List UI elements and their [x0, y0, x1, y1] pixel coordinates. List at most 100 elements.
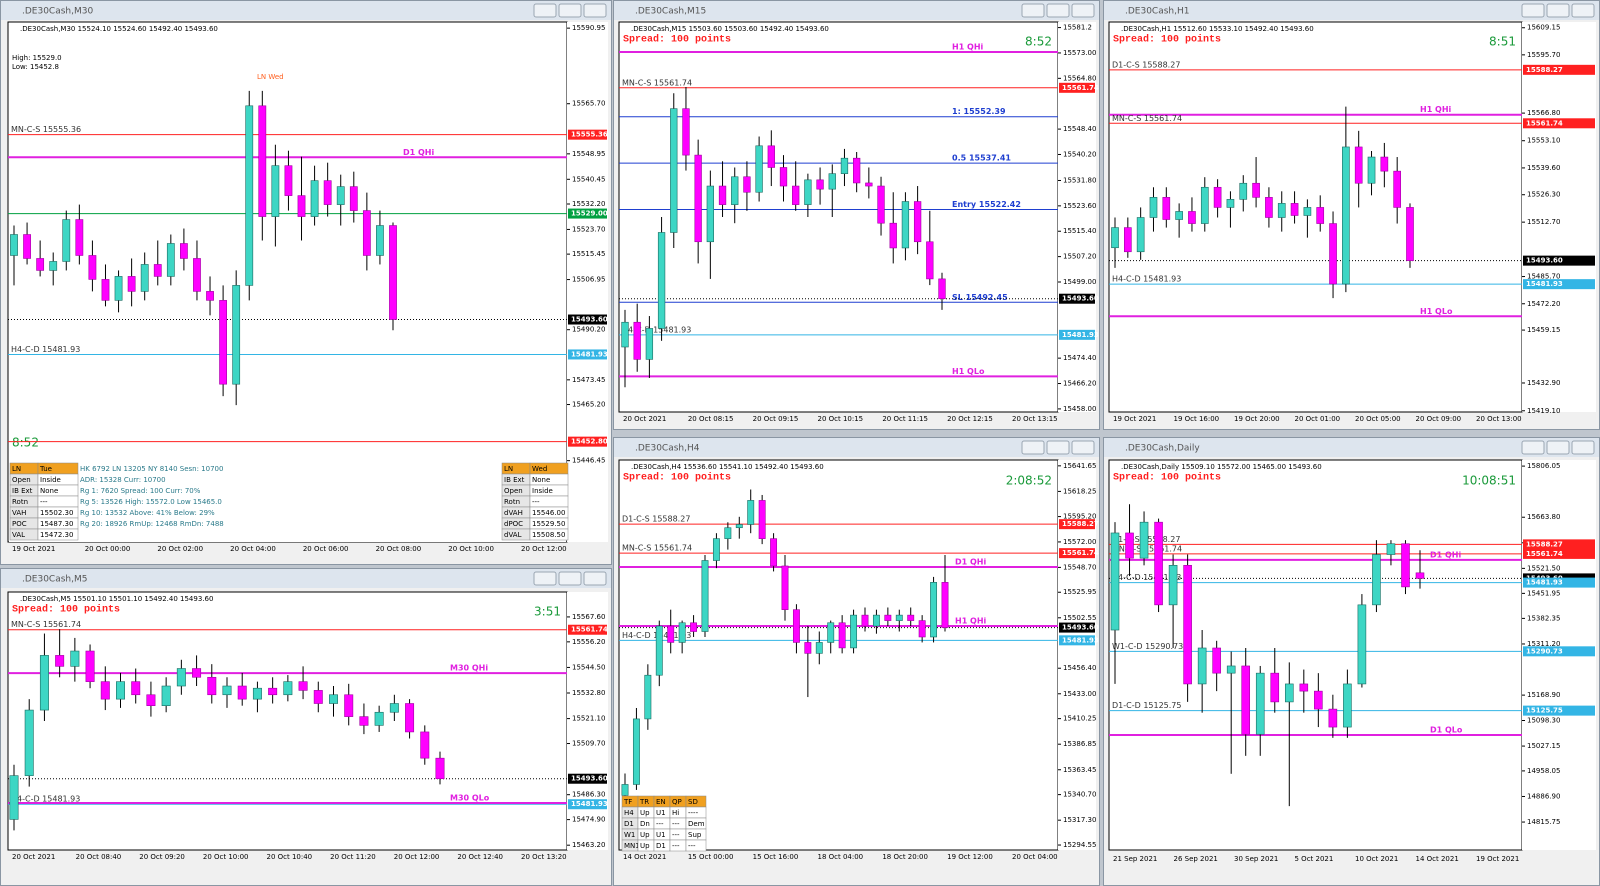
time-label: 20 Oct 06:00 — [303, 545, 349, 553]
price-tick-label: 15466.20 — [1063, 380, 1096, 388]
price-tick-label: 15473.45 — [572, 376, 605, 384]
candle-body — [678, 622, 686, 643]
session-table-text: 15472.30 — [40, 531, 73, 539]
time-label: 20 Oct 08:40 — [76, 853, 122, 861]
window-minimize-button[interactable] — [1021, 3, 1045, 18]
candle-body — [1168, 565, 1178, 606]
window-minimize-button[interactable] — [1521, 440, 1545, 455]
level-label: MN-C-S 15561.74 — [11, 620, 81, 629]
price-tick-label: 15548.95 — [572, 150, 605, 158]
window-close-button[interactable] — [1071, 440, 1095, 455]
candle-body — [645, 328, 654, 360]
candle-body — [1197, 647, 1207, 685]
candle-body — [865, 182, 873, 187]
candle-body — [1342, 146, 1350, 285]
session-table-text: Open — [504, 487, 523, 495]
window-close-button[interactable] — [1071, 3, 1095, 18]
chart-header: .DE30Cash,H1 15512.60 15533.10 15492.40 … — [1121, 25, 1314, 33]
candle-body — [389, 225, 397, 320]
time-label: 20 Oct 12:00 — [394, 853, 440, 861]
candle-body — [694, 154, 702, 243]
candle-body — [1175, 211, 1183, 220]
title-bar — [614, 1, 1099, 20]
window-maximize-button[interactable] — [558, 3, 582, 18]
time-label: 19 Oct 2021 — [1476, 855, 1519, 863]
window-maximize-button[interactable] — [1046, 440, 1070, 455]
window-close-button[interactable] — [1571, 440, 1595, 455]
candle-body — [1357, 604, 1367, 685]
session-table-text: 15487.30 — [40, 520, 73, 528]
time-label: 20 Oct 09:20 — [139, 853, 185, 861]
candle-body — [889, 222, 897, 249]
price-tag — [568, 436, 607, 447]
price-tick-label: 15317.30 — [1063, 816, 1096, 824]
title-bar — [1, 1, 611, 20]
candle-body — [815, 642, 823, 654]
candle-body — [359, 716, 369, 726]
window-minimize-button[interactable] — [1021, 440, 1045, 455]
price-tick-label: 15595.20 — [1063, 513, 1096, 521]
price-tag-label: 15529.00 — [571, 210, 608, 218]
time-label: 10 Oct 2021 — [1355, 855, 1398, 863]
level-label: D1-C-S 15588.27 — [1112, 60, 1180, 69]
window-minimize-button[interactable] — [533, 3, 557, 18]
price-tick-label: 15581.2 — [1063, 24, 1092, 32]
price-tag-label: 15481.93 — [571, 350, 608, 358]
candle-body — [1241, 665, 1251, 735]
timer: 3:51 — [534, 605, 561, 619]
time-label: 20 Oct 01:00 — [1295, 415, 1341, 423]
session-table-text: Rotn — [12, 498, 28, 506]
window-title: .DE30Cash,Daily — [1125, 444, 1200, 454]
window-minimize-button[interactable] — [533, 571, 557, 586]
time-label: 18 Oct 20:00 — [882, 853, 928, 861]
window-close-button[interactable] — [583, 571, 607, 586]
candle-body — [735, 524, 743, 529]
level-label: H4-C-D 15481.93 — [11, 795, 80, 804]
window-maximize-button[interactable] — [1546, 3, 1570, 18]
price-tick-label: 15168.90 — [1527, 691, 1560, 699]
candle-body — [918, 620, 926, 638]
candle-body — [804, 179, 812, 205]
window-maximize-button[interactable] — [1546, 440, 1570, 455]
window-close-button[interactable] — [583, 3, 607, 18]
session-marker: LN Wed — [257, 73, 284, 81]
candle-body — [1239, 182, 1248, 200]
chart-note: High: 15529.0 — [12, 54, 62, 62]
candle-body — [1149, 197, 1158, 218]
session-table-text: Inside — [532, 487, 553, 495]
candle-body — [770, 538, 778, 567]
price-tag — [1523, 646, 1595, 657]
price-tick-label: 15459.15 — [1527, 326, 1560, 334]
candle-body — [670, 108, 678, 233]
session-table-text: IB Ext — [12, 487, 33, 495]
title-bar — [614, 438, 1099, 457]
level-label: W1-C-D 15290.73 — [1112, 642, 1183, 651]
candle-body — [633, 321, 641, 360]
price-tag — [568, 773, 607, 784]
price-tick-label: 15572.00 — [1063, 538, 1096, 546]
window-minimize-button[interactable] — [1521, 3, 1545, 18]
window-maximize-button[interactable] — [1046, 3, 1070, 18]
level-label: 0.5 15537.41 — [952, 154, 1011, 163]
price-tag-label: 15125.75 — [1526, 707, 1563, 715]
price-tick-label: 15515.45 — [572, 250, 605, 258]
candle-body — [758, 500, 766, 539]
time-label: 15 Oct 16:00 — [753, 853, 799, 861]
candle-body — [781, 565, 789, 610]
session-table-text: LN — [12, 465, 21, 473]
price-tick-label: 15419.10 — [1527, 407, 1560, 415]
price-tag — [1059, 293, 1095, 304]
candle-body — [161, 685, 171, 706]
candle-body — [804, 642, 812, 654]
window-maximize-button[interactable] — [558, 571, 582, 586]
window-close-button[interactable] — [1571, 3, 1595, 18]
candle-body — [1386, 543, 1396, 555]
candle-body — [712, 538, 720, 561]
price-tag-label: 15493.60 — [571, 775, 608, 783]
candle-body — [828, 173, 836, 190]
chart-area — [618, 21, 1059, 413]
time-label: 20 Oct 08:00 — [376, 545, 422, 553]
trend-table-text: Up — [640, 842, 650, 850]
candle-body — [913, 201, 922, 243]
price-tick-label: 15590.95 — [572, 24, 605, 32]
